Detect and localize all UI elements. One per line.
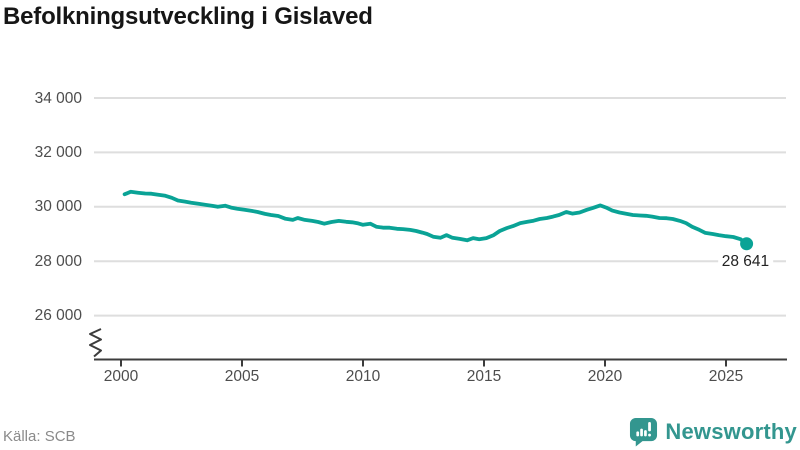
newsworthy-wordmark: Newsworthy bbox=[665, 419, 797, 444]
x-tick-label: 2015 bbox=[466, 368, 502, 385]
chart-title: Befolkningsutveckling i Gislaved bbox=[3, 3, 373, 30]
x-tick-label: 2000 bbox=[103, 368, 139, 385]
x-tick-label: 2010 bbox=[345, 368, 381, 385]
x-tick-label: 2020 bbox=[587, 368, 623, 385]
y-tick-label: 28 000 bbox=[34, 252, 82, 270]
y-tick-label: 34 000 bbox=[34, 89, 82, 107]
y-tick-label: 26 000 bbox=[34, 307, 82, 325]
source-label: Källa: SCB bbox=[3, 428, 76, 445]
x-tick-label: 2025 bbox=[708, 368, 744, 385]
population-line bbox=[122, 189, 749, 246]
y-axis-break-icon bbox=[89, 328, 102, 358]
y-tick-label: 30 000 bbox=[34, 198, 82, 216]
end-point-dot bbox=[740, 237, 754, 251]
last-value-label: 28 641 bbox=[717, 252, 774, 271]
y-tick-label: 32 000 bbox=[34, 143, 82, 161]
x-tick-label: 2005 bbox=[224, 368, 260, 385]
newsworthy-speech-bubble-bar-chart-icon bbox=[630, 417, 658, 447]
newsworthy-logo[interactable]: Newsworthy bbox=[629, 417, 797, 447]
